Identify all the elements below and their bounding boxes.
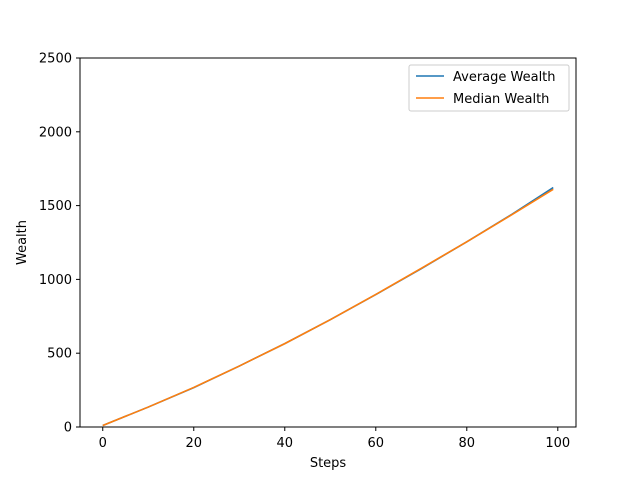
y-tick-label: 1500 (39, 199, 72, 214)
x-tick-label: 20 (185, 436, 202, 451)
x-tick-label: 40 (276, 436, 293, 451)
legend-label-average-wealth: Average Wealth (453, 70, 556, 85)
x-tick-label: 100 (545, 436, 570, 451)
series-lines (102, 186, 554, 427)
y-tick-label: 0 (64, 421, 72, 436)
y-axis-label: Wealth (15, 220, 30, 265)
y-axis-ticks: 0 500 1000 1500 2000 2500 (39, 52, 80, 436)
x-axis-ticks: 0 20 40 60 80 100 (99, 427, 570, 451)
y-tick-label: 500 (47, 347, 72, 362)
y-tick-label: 2500 (39, 52, 72, 67)
plot-area (79, 57, 577, 428)
legend-box (408, 64, 570, 112)
x-tick-label: 0 (99, 436, 107, 451)
series-line-median-wealth (102, 188, 554, 427)
x-axis-label: Steps (310, 456, 347, 471)
x-tick-label: 60 (368, 436, 385, 451)
x-tick-label: 80 (459, 436, 476, 451)
legend-label-median-wealth: Median Wealth (453, 92, 549, 107)
y-tick-label: 2000 (39, 125, 72, 140)
y-tick-label: 1000 (39, 273, 72, 288)
legend: Average Wealth Median Wealth (408, 64, 570, 112)
